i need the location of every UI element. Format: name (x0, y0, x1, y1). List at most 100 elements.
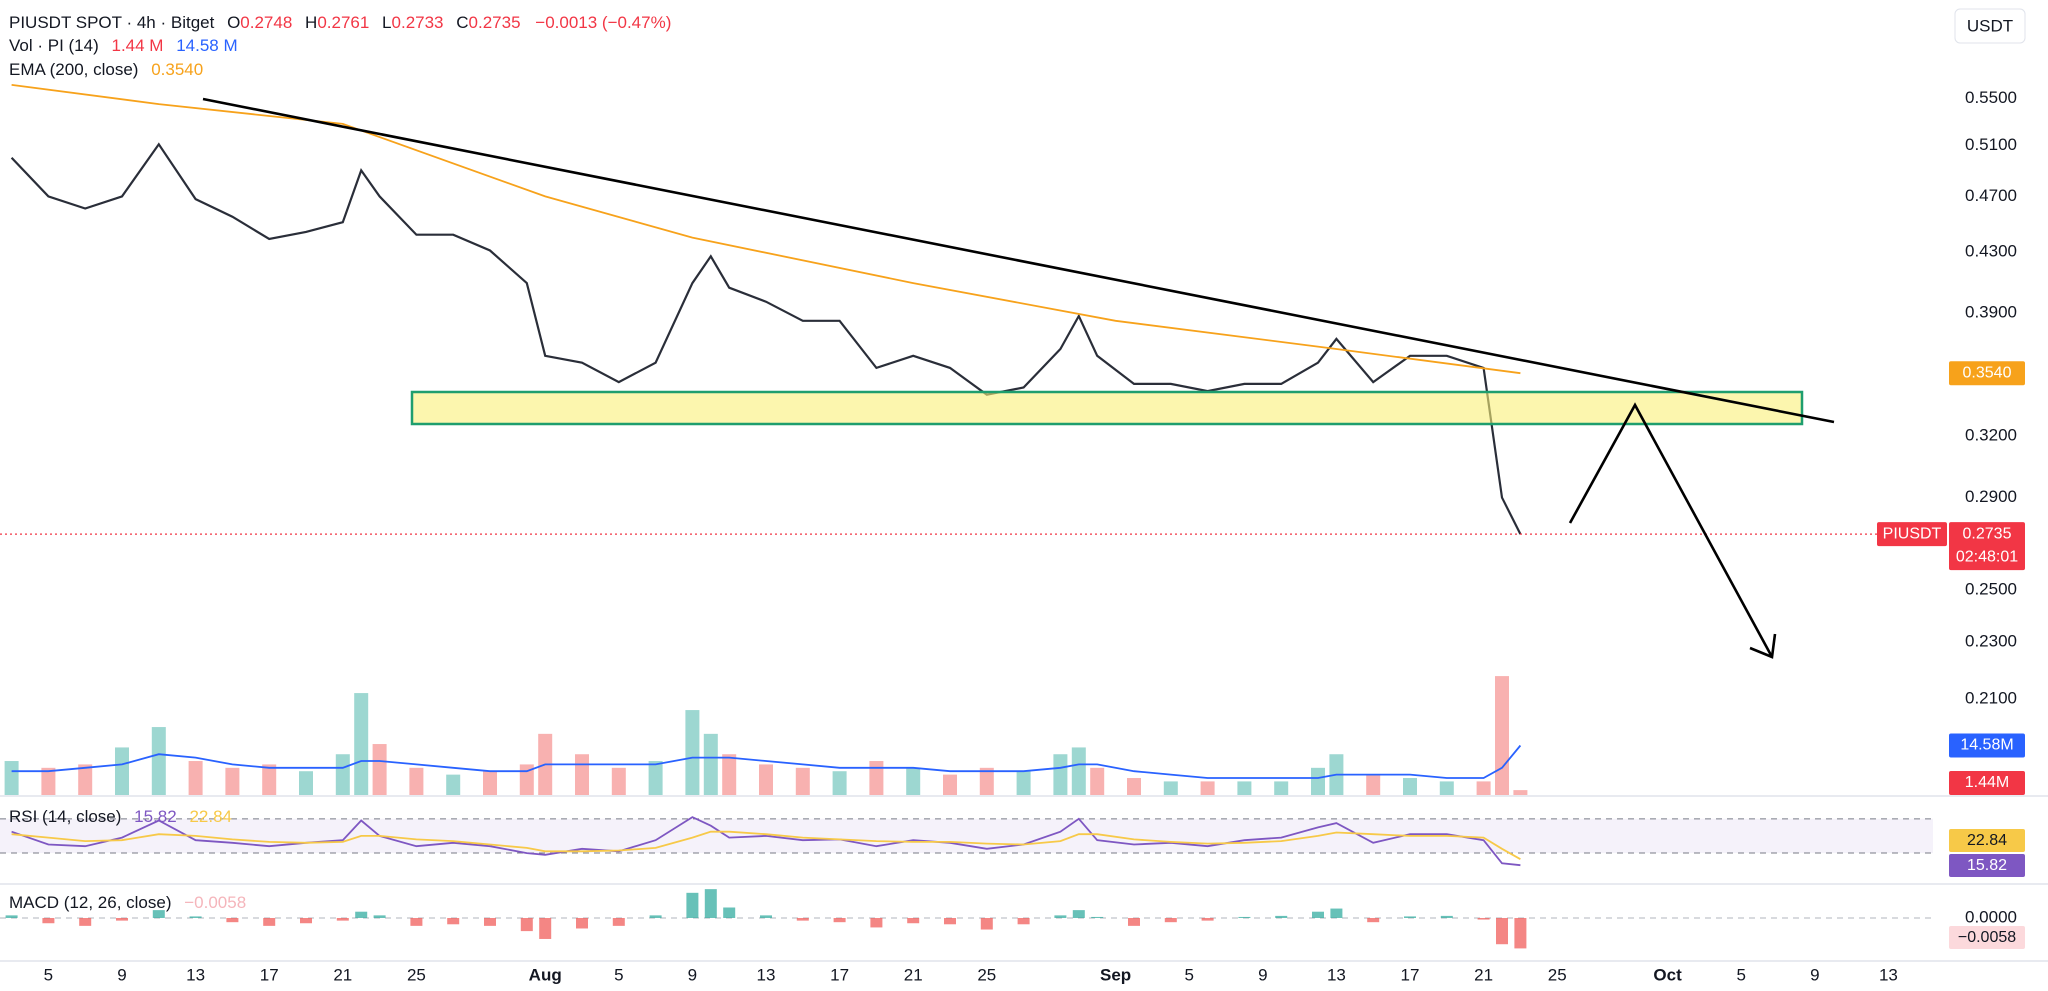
y-tick-label: 0.0000 (1965, 907, 2017, 926)
macd-bar (1404, 916, 1416, 918)
y-tick-label: 0.2900 (1965, 487, 2017, 506)
macd-bar (300, 917, 312, 924)
volume-bar (1237, 781, 1252, 795)
x-tick-label: 25 (407, 965, 426, 984)
x-tick-label: 5 (1736, 965, 1745, 984)
trend-line (202, 97, 1835, 424)
volume-bar (685, 710, 700, 795)
x-tick-label: 13 (1879, 965, 1898, 984)
volume-bar (335, 754, 350, 795)
x-tick-label: 21 (1474, 965, 1493, 984)
macd-bar (723, 907, 736, 918)
macd-bar (1238, 916, 1251, 918)
macd-bar (539, 917, 552, 939)
volume-bar (1053, 754, 1068, 795)
volume-bar (4, 761, 19, 795)
y-tick-label: 0.2500 (1965, 580, 2017, 599)
volume-bar (611, 767, 626, 795)
rsi-badge (1949, 854, 2025, 877)
x-tick-label: 9 (117, 965, 126, 984)
legend-name: RSI (14, close) (9, 807, 121, 826)
y-tick-label: 0.2300 (1965, 632, 2017, 651)
countdown: 02:48:01 (1956, 548, 2018, 565)
x-tick-label: 21 (904, 965, 923, 984)
volume-bar (225, 767, 240, 795)
macd-badge-text: −0.0058 (1958, 929, 2016, 946)
volume-bar (906, 767, 921, 795)
volume-bar (1366, 774, 1381, 795)
price-badge (1949, 522, 2025, 571)
y-tick-label: 0.4700 (1965, 186, 2017, 205)
y-tick-label: 0.4300 (1965, 241, 2017, 260)
volume-bar (299, 771, 313, 795)
volume-badge-text: 1.44M (1965, 774, 2009, 791)
button-frame[interactable] (1954, 8, 2026, 44)
volume-bar (703, 733, 718, 795)
ohlc-value: 0.2748 (240, 13, 292, 32)
macd-bar (944, 917, 956, 925)
ohlc-value: 0.2733 (392, 13, 444, 32)
macd-bar (1201, 917, 1214, 921)
ema-badge-text: 0.3540 (1963, 364, 2012, 381)
volume-bar (151, 727, 166, 795)
x-tick-label: 17 (260, 965, 279, 984)
volume-bar (1513, 790, 1528, 795)
legend-value: 0.3540 (151, 60, 203, 79)
volume-bar (1200, 781, 1215, 795)
x-tick-label: 25 (977, 965, 996, 984)
macd-bar (833, 917, 846, 923)
macd-bar (907, 917, 920, 924)
macd-bar (410, 917, 423, 926)
macd-bar (760, 915, 772, 918)
macd-bar (1330, 908, 1343, 918)
x-tick-label: 5 (1184, 965, 1193, 984)
volume-bar (41, 767, 56, 795)
rsi-ma-badge-text: 22.84 (1967, 832, 2007, 849)
macd-bar (1164, 917, 1177, 923)
volume-bar (1439, 781, 1454, 795)
volume-bar (759, 764, 773, 795)
symbol-badge (1877, 522, 1947, 547)
legend-name: EMA (200, close) (9, 60, 138, 79)
volume-bar (78, 764, 93, 795)
x-tick-label: 17 (1401, 965, 1420, 984)
rsi-band (0, 818, 1933, 854)
macd-bar (612, 917, 625, 926)
ohlc-label: O (227, 13, 240, 32)
y-tick-label: 0.2100 (1965, 688, 2017, 707)
macd-bar (1440, 915, 1453, 918)
volume-bar (1403, 778, 1417, 795)
series-line (10, 142, 1522, 535)
x-tick-label: 5 (44, 965, 53, 984)
macd-bar (576, 917, 588, 929)
macd-bar (1367, 917, 1380, 923)
volume-bar (1274, 781, 1289, 795)
volume-bar (262, 764, 277, 795)
currency-button[interactable]: USDT (1954, 8, 2026, 44)
volume-bar (1476, 781, 1491, 795)
legend-name: MACD (12, 26, close) (9, 893, 172, 912)
series-line (11, 84, 1521, 375)
macd-bar (520, 917, 533, 932)
volume-bar (1163, 781, 1178, 795)
macd-bar (5, 915, 18, 918)
volume-bar (869, 761, 884, 795)
ema-legend: EMA (200, close) 0.3540 (9, 60, 203, 79)
legend-value: 22.84 (189, 807, 232, 826)
volume-bar (795, 767, 810, 795)
y-tick-label: 0.3200 (1965, 426, 2017, 445)
volume-bar (354, 693, 369, 795)
ohlc-value: 0.2761 (317, 13, 369, 32)
x-tick-label: 13 (1327, 965, 1346, 984)
macd-bar (704, 889, 717, 918)
volume-bar (722, 754, 737, 795)
button-label[interactable]: USDT (1967, 16, 2013, 35)
macd-bar (189, 916, 202, 918)
volume-bar (979, 767, 994, 795)
macd-bar (1275, 915, 1288, 918)
rsi-legend: RSI (14, close) 15.82 22.84 (9, 807, 232, 826)
support-zone (410, 390, 1804, 426)
rsi-badge-text: 15.82 (1967, 857, 2007, 874)
legend-name: Vol · PI (14) (9, 36, 99, 55)
